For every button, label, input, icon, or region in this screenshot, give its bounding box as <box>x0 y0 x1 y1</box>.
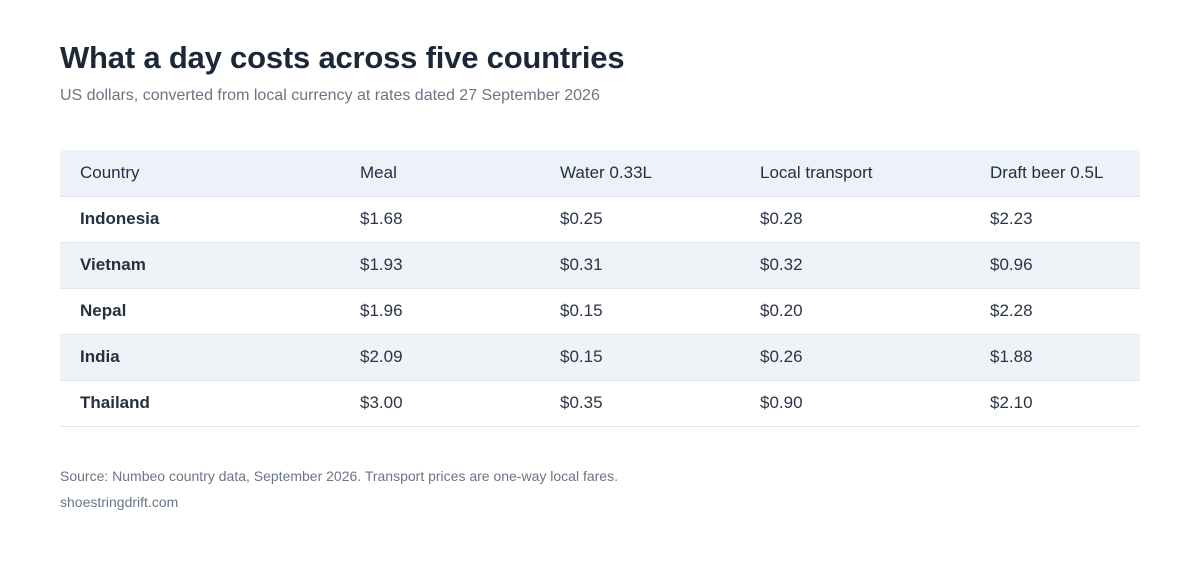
column-header-draft-beer: Draft beer 0.5L <box>970 150 1140 197</box>
cost-table: Country Meal Water 0.33L Local transport… <box>60 150 1140 427</box>
table-row: Vietnam $1.93 $0.31 $0.32 $0.96 <box>60 242 1140 289</box>
column-header-meal: Meal <box>340 150 540 197</box>
water-cell: $0.31 <box>540 242 740 289</box>
beer-cell: $2.23 <box>970 196 1140 243</box>
column-header-country: Country <box>60 150 340 197</box>
water-cell: $0.15 <box>540 288 740 335</box>
table-row: Thailand $3.00 $0.35 $0.90 $2.10 <box>60 380 1140 427</box>
water-cell: $0.35 <box>540 380 740 427</box>
transport-cell: $0.20 <box>740 288 970 335</box>
chart-subtitle: US dollars, converted from local currenc… <box>60 87 600 104</box>
meal-cell: $1.93 <box>340 242 540 289</box>
country-cell: Vietnam <box>60 242 340 289</box>
site-credit: shoestringdrift.com <box>60 494 179 510</box>
country-cell: Thailand <box>60 380 340 427</box>
country-cell: India <box>60 334 340 381</box>
header-row: Country Meal Water 0.33L Local transport… <box>60 150 1140 197</box>
transport-cell: $0.90 <box>740 380 970 427</box>
meal-cell: $1.96 <box>340 288 540 335</box>
meal-cell: $3.00 <box>340 380 540 427</box>
table-row: Nepal $1.96 $0.15 $0.20 $2.28 <box>60 288 1140 335</box>
country-cell: Indonesia <box>60 196 340 243</box>
table-row: Indonesia $1.68 $0.25 $0.28 $2.23 <box>60 196 1140 243</box>
source-note: Source: Numbeo country data, September 2… <box>60 468 618 484</box>
transport-cell: $0.28 <box>740 196 970 243</box>
beer-cell: $0.96 <box>970 242 1140 289</box>
water-cell: $0.25 <box>540 196 740 243</box>
transport-cell: $0.32 <box>740 242 970 289</box>
water-cell: $0.15 <box>540 334 740 381</box>
meal-cell: $1.68 <box>340 196 540 243</box>
transport-cell: $0.26 <box>740 334 970 381</box>
column-header-water: Water 0.33L <box>540 150 740 197</box>
beer-cell: $1.88 <box>970 334 1140 381</box>
country-cell: Nepal <box>60 288 340 335</box>
table-row: India $2.09 $0.15 $0.26 $1.88 <box>60 334 1140 381</box>
table-body: Indonesia $1.68 $0.25 $0.28 $2.23 Vietna… <box>60 196 1140 427</box>
beer-cell: $2.28 <box>970 288 1140 335</box>
column-header-local-transport: Local transport <box>740 150 970 197</box>
table-header: Country Meal Water 0.33L Local transport… <box>60 150 1140 197</box>
meal-cell: $2.09 <box>340 334 540 381</box>
beer-cell: $2.10 <box>970 380 1140 427</box>
chart-title: What a day costs across five countries <box>60 40 625 75</box>
